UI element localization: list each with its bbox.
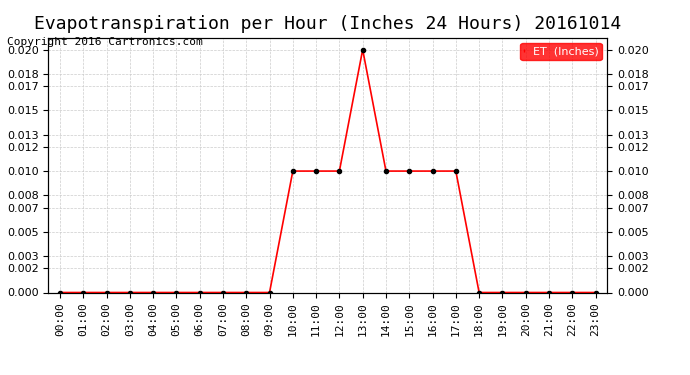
Legend: ET  (Inches): ET (Inches) [520,43,602,60]
Text: Copyright 2016 Cartronics.com: Copyright 2016 Cartronics.com [7,37,203,47]
Title: Evapotranspiration per Hour (Inches 24 Hours) 20161014: Evapotranspiration per Hour (Inches 24 H… [34,15,622,33]
